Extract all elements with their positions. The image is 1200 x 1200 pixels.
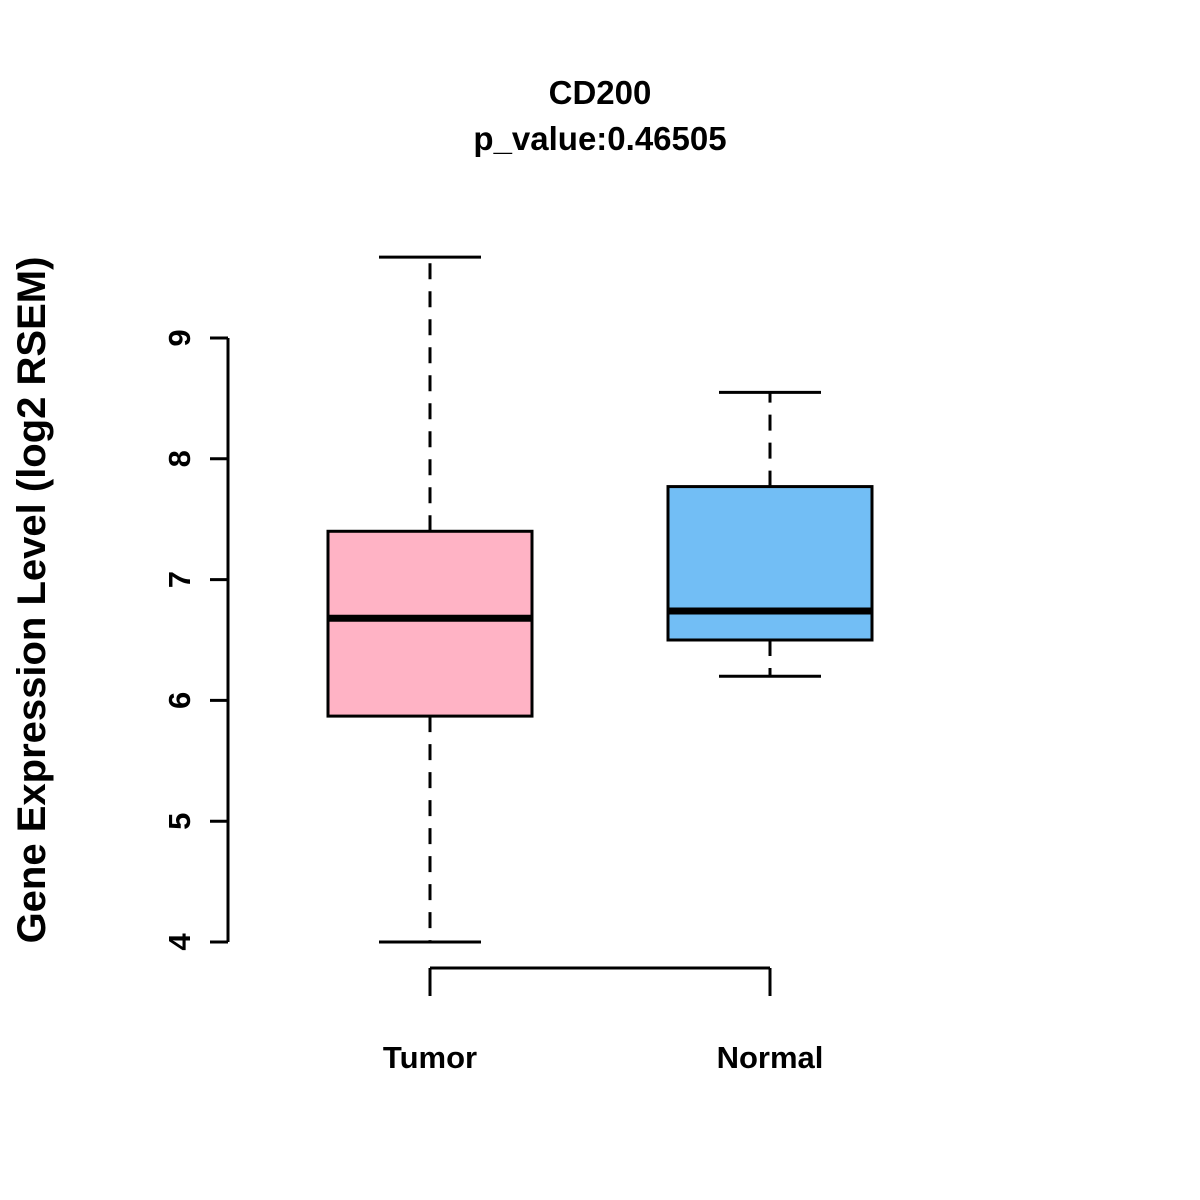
box-normal	[666, 485, 874, 642]
chart-title: CD200	[548, 74, 652, 111]
box-tumor	[326, 529, 534, 718]
y-tick-label: 9	[162, 329, 197, 346]
p-value-subtitle: p_value:0.46505	[473, 120, 727, 157]
y-tick-label: 6	[162, 692, 197, 709]
y-tick-label: 7	[162, 571, 197, 588]
y-tick-label: 4	[162, 933, 197, 951]
y-tick-label: 5	[162, 813, 197, 830]
x-category-label-normal: Normal	[716, 1040, 824, 1075]
x-category-label-tumor: Tumor	[382, 1040, 478, 1075]
y-tick-label: 8	[162, 450, 197, 467]
